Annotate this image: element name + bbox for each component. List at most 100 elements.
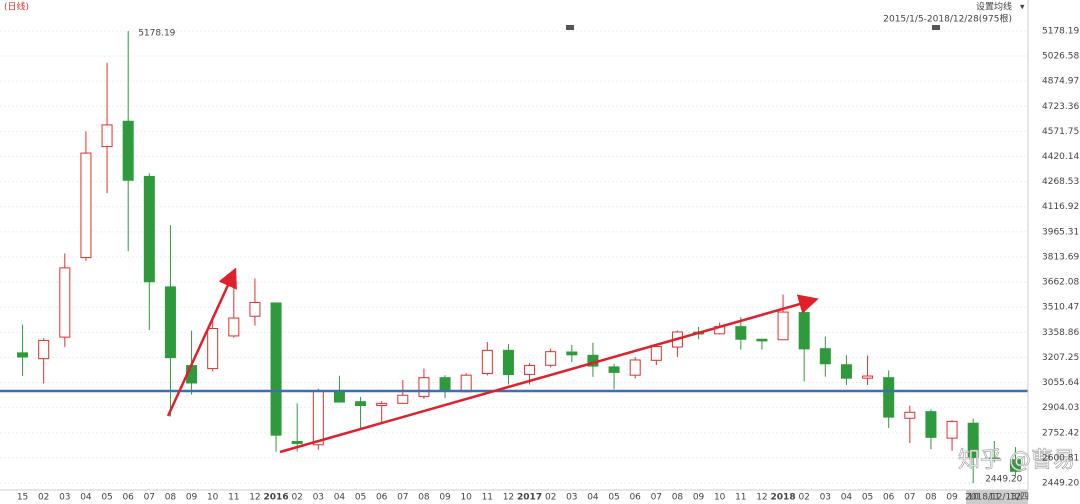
candle-body: [101, 124, 113, 148]
x-tick-label: 05: [355, 493, 366, 503]
candle-body: [840, 364, 852, 379]
x-tick-label: 05: [101, 493, 112, 503]
ma-button[interactable]: 设置均线: [976, 1, 1012, 13]
y-tick-label: 4874.97: [1042, 77, 1079, 87]
candle-body: [629, 359, 641, 376]
candle-body: [376, 402, 388, 407]
x-tick-label: 2018: [771, 493, 796, 503]
cursor-date-box: [966, 490, 1028, 504]
high-label: 5178.19: [138, 28, 175, 38]
y-tick-label: 5026.58: [1042, 52, 1079, 62]
candle-body: [59, 267, 71, 338]
x-tick-label: 08: [418, 493, 430, 503]
x-tick-label: 09: [693, 493, 705, 503]
candle-body: [988, 457, 1000, 461]
candle-body: [122, 120, 134, 181]
x-tick-label: 07: [904, 493, 915, 503]
x-tick-label: 08: [672, 493, 684, 503]
trend-arrow: [166, 267, 237, 417]
plot-area: [0, 30, 1028, 484]
candle-body: [502, 349, 514, 376]
y-tick-label: 3207.25: [1042, 353, 1079, 363]
x-tick-label: 11: [735, 493, 746, 503]
candle-body: [355, 401, 367, 407]
x-tick-label: 12: [756, 493, 767, 503]
candle-body: [904, 411, 916, 419]
candle-body: [946, 420, 958, 439]
x-tick-label: 10: [207, 493, 219, 503]
candle-body: [481, 349, 493, 375]
candle-body: [460, 374, 472, 393]
candle-body: [1009, 459, 1021, 472]
candle-body: [798, 312, 810, 350]
x-tick-label: 09: [186, 493, 198, 503]
x-tick-label: 06: [883, 493, 895, 503]
x-tick-label: 04: [587, 493, 599, 503]
candle-body: [967, 422, 979, 459]
x-tick-label: 04: [334, 493, 346, 503]
candle-body: [925, 411, 937, 438]
candle-body: [333, 391, 345, 403]
candle-body: [228, 317, 240, 337]
x-tick-label: 03: [820, 493, 831, 503]
y-tick-label: 2449.20: [1042, 479, 1079, 489]
x-tick-label: 12: [503, 493, 514, 503]
candle-body: [608, 366, 620, 373]
x-tick-label: 2016: [264, 493, 289, 503]
candle-body: [249, 301, 261, 317]
x-tick-label: 04: [841, 493, 853, 503]
candle-body: [38, 339, 50, 360]
dropdown-icon[interactable]: ▾: [1020, 3, 1025, 13]
x-tick-label: 08: [165, 493, 177, 503]
x-tick-label: 11: [228, 493, 239, 503]
candle-body: [735, 326, 747, 340]
candle-body: [17, 352, 29, 358]
x-tick-label: 03: [313, 493, 324, 503]
x-tick-label: 06: [122, 493, 134, 503]
y-tick-label: 4723.36: [1042, 102, 1079, 112]
x-tick-label: 05: [862, 493, 873, 503]
x-tick-label: 2017: [517, 493, 542, 503]
y-tick-label: 2752.42: [1042, 428, 1079, 438]
x-tick-label: 11: [482, 493, 493, 503]
x-tick-label: 10: [714, 493, 726, 503]
candle-body: [862, 375, 874, 379]
candle-body: [883, 377, 895, 418]
y-tick-label: 3813.69: [1042, 252, 1079, 262]
x-tick-label: 06: [376, 493, 388, 503]
handle[interactable]: [566, 25, 574, 30]
candle-body: [545, 351, 557, 366]
y-tick-label: 4268.53: [1042, 177, 1079, 187]
y-tick-label: 5178.19: [1042, 26, 1079, 36]
cursor-date: 2018/12/13/四: [965, 493, 1029, 503]
y-tick-label: 4420.14: [1042, 152, 1079, 162]
y-tick-label: 3358.86: [1042, 328, 1079, 338]
low-label: 2449.20: [985, 475, 1022, 485]
x-tick-label: 02: [545, 493, 556, 503]
x-tick-label: 02: [291, 493, 302, 503]
x-tick-label: 04: [80, 493, 92, 503]
y-tick-label: 4571.75: [1042, 127, 1079, 137]
y-tick-label: 2904.03: [1042, 403, 1079, 413]
trend-arrow: [279, 294, 819, 454]
x-tick-label: 02: [798, 493, 809, 503]
candle-body: [418, 377, 430, 397]
y-tick-label: 4116.92: [1042, 202, 1079, 212]
period-label: (日线): [4, 1, 29, 13]
watermark: 知乎 @曹易: [958, 448, 1075, 473]
candle-body: [777, 311, 789, 341]
y-tick-label: 3510.47: [1042, 303, 1079, 313]
x-tick-label: 12: [1010, 493, 1021, 503]
x-tick-label: 11: [989, 493, 1000, 503]
x-tick-label: 10: [460, 493, 472, 503]
candle-body: [164, 286, 176, 359]
x-tick-label: 03: [59, 493, 70, 503]
candle-body: [819, 348, 831, 365]
handle[interactable]: [932, 25, 940, 30]
candle-body: [207, 327, 219, 370]
candle-body: [756, 338, 768, 342]
y-tick-label: 2600.81: [1042, 453, 1079, 463]
y-tick-label: 3662.08: [1042, 278, 1079, 288]
